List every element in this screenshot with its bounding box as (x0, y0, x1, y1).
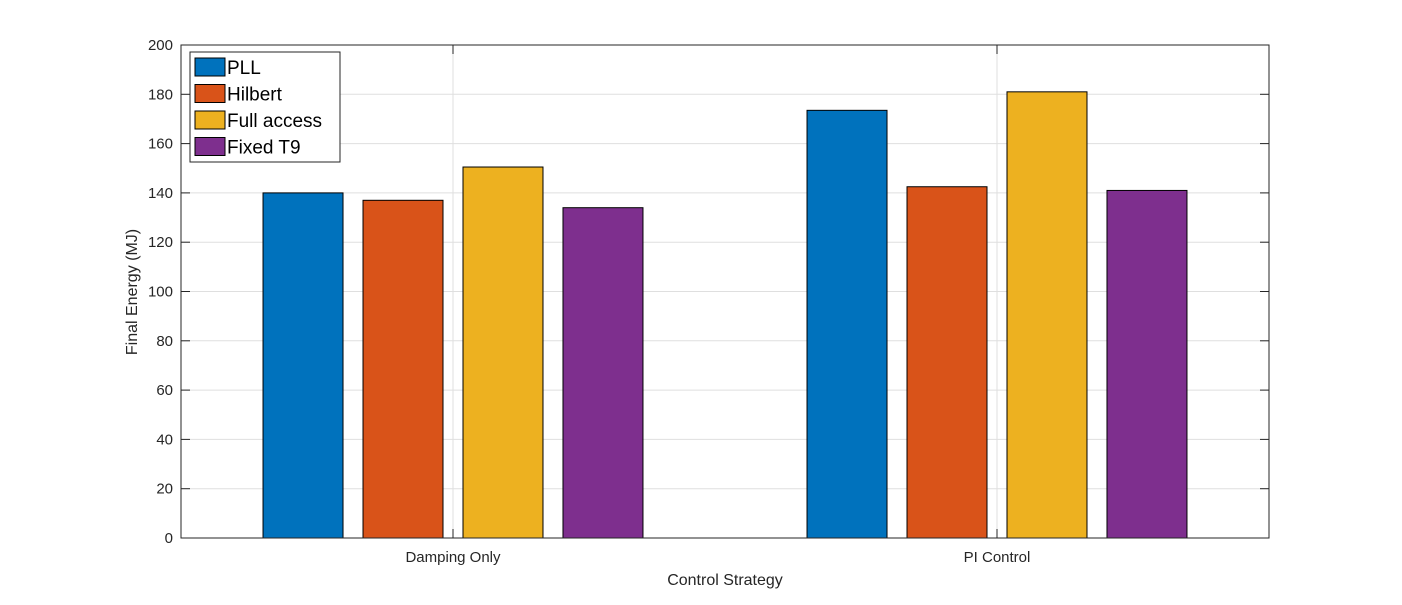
x-tick-label: PI Control (964, 549, 1031, 566)
y-tick-label: 160 (148, 136, 173, 153)
y-axis-label: Final Energy (MJ) (124, 229, 141, 355)
bar-fixed-t9 (562, 207, 644, 539)
x-tick-label: Damping Only (405, 549, 501, 566)
legend-swatch (194, 137, 226, 156)
legend-label: Hilbert (227, 85, 283, 106)
bar-pll (262, 192, 344, 539)
y-tick-label: 100 (148, 284, 173, 301)
bar-full-access (462, 166, 544, 539)
y-tick-label: 20 (156, 481, 173, 498)
legend-label: PLL (227, 58, 261, 79)
bars (262, 91, 1188, 539)
legend-label: Fixed T9 (227, 138, 301, 159)
bar-full-access (1006, 91, 1088, 539)
bar-pll (806, 109, 888, 539)
y-tick-label: 120 (148, 234, 173, 251)
y-tick-label: 80 (156, 333, 173, 350)
legend-swatch (194, 57, 226, 77)
legend: PLL Hilbert Full access Fixed T9 (189, 51, 341, 163)
ticks (181, 44, 1269, 539)
y-tick-label: 60 (156, 382, 173, 399)
legend-swatch (194, 84, 226, 103)
legend-swatch (194, 110, 226, 130)
y-tick-label: 140 (148, 185, 173, 202)
y-tick-label: 40 (156, 431, 173, 448)
x-axis-label: Control Strategy (667, 572, 783, 589)
bar-hilbert (362, 199, 444, 539)
y-tick-label: 200 (148, 37, 173, 54)
x-tick-labels: Damping Only PI Control (405, 549, 1030, 566)
legend-label: Full access (227, 111, 322, 132)
bar-fixed-t9 (1106, 189, 1188, 539)
bar-hilbert (906, 186, 988, 539)
y-tick-labels: 0 20 40 60 80 100 120 140 160 180 200 (148, 37, 173, 547)
y-tick-label: 0 (165, 530, 173, 547)
y-tick-label: 180 (148, 86, 173, 103)
